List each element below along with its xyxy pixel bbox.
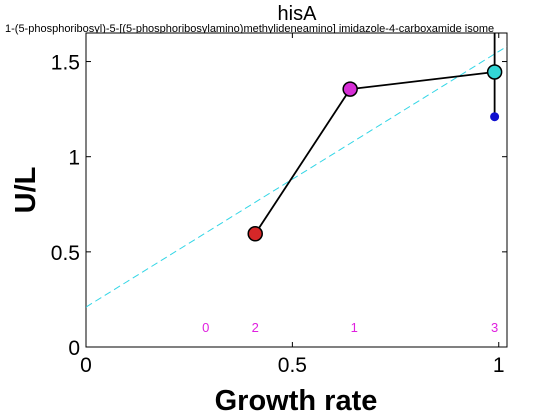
count-label: 2 <box>252 320 259 335</box>
y-tick-label: 1 <box>68 147 80 170</box>
x-axis-label: Growth rate <box>215 385 378 417</box>
y-tick-label: 0 <box>68 337 80 360</box>
data-point <box>343 82 357 96</box>
y-axis-label: U/L <box>10 167 42 214</box>
y-tick-label: 1.5 <box>51 52 80 75</box>
y-tick-label: 0.5 <box>51 242 80 265</box>
x-tick-label: 1 <box>493 354 505 377</box>
count-label: 0 <box>202 320 209 335</box>
plot-area <box>86 33 507 347</box>
replicate-point <box>490 112 499 121</box>
count-label: 3 <box>491 320 498 335</box>
count-label: 1 <box>351 320 358 335</box>
data-point <box>248 227 262 241</box>
data-point <box>488 65 502 79</box>
x-tick-label: 0 <box>80 354 92 377</box>
chart-title: hisA <box>278 3 318 25</box>
x-tick-label: 0.5 <box>278 354 307 377</box>
